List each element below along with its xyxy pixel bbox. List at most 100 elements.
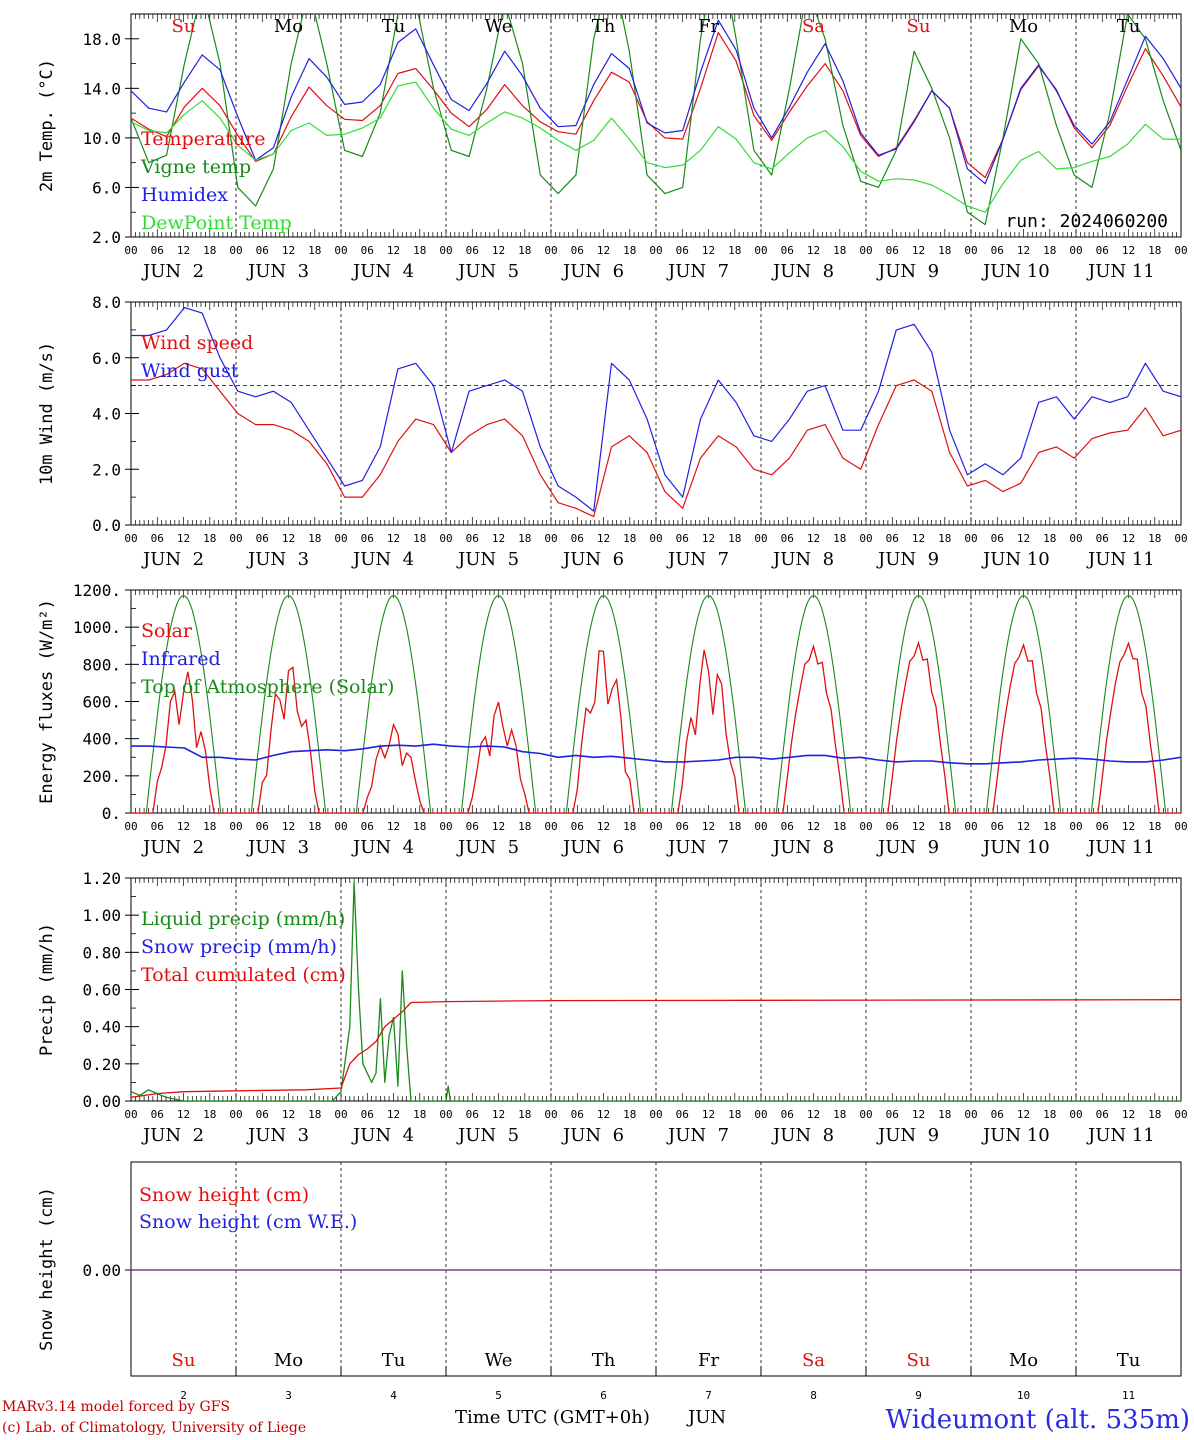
- weekday-label: Su: [907, 1350, 931, 1371]
- model-credit: MARv3.14 model forced by GFS: [2, 1399, 230, 1415]
- hour-tick-label: 18: [833, 820, 846, 833]
- hour-tick-label: 12: [702, 820, 715, 833]
- hour-tick-label: 12: [282, 244, 295, 257]
- hour-tick-label: 12: [1122, 1108, 1135, 1121]
- legend-entry: Wind speed: [141, 332, 253, 354]
- y-tick-label: 10.0: [82, 129, 121, 148]
- y-tick-label: 0.00: [82, 1261, 121, 1280]
- hour-tick-label: 18: [728, 820, 741, 833]
- weekday-label: Tu: [382, 1350, 406, 1371]
- day-number-label: 9: [915, 1389, 922, 1402]
- date-label: JUN 3: [246, 1125, 309, 1146]
- date-label: JUN 10: [981, 837, 1050, 858]
- toa-solar-line: [131, 595, 1181, 813]
- hour-tick-label: 12: [1122, 820, 1135, 833]
- date-label: JUN 11: [1086, 837, 1155, 858]
- y-tick-label: 1.00: [82, 906, 121, 925]
- hour-tick-label: 12: [177, 244, 190, 257]
- hour-tick-label: 06: [781, 244, 794, 257]
- y-tick-label: 2.0: [92, 228, 121, 247]
- hour-tick-label: 12: [702, 532, 715, 545]
- y-tick-label: 0.0: [92, 516, 121, 535]
- hour-tick-label: 18: [518, 1108, 531, 1121]
- hour-tick-label: 18: [938, 244, 951, 257]
- weekday-label: Tu: [382, 16, 406, 37]
- hour-tick-label: 00: [1069, 532, 1082, 545]
- day-number-label: 10: [1017, 1389, 1030, 1402]
- hour-tick-label: 12: [177, 820, 190, 833]
- hour-tick-label: 06: [991, 532, 1004, 545]
- hour-tick-label: 18: [623, 532, 636, 545]
- series-group: [131, 595, 1181, 813]
- y-tick-label: 200.: [82, 767, 121, 786]
- hour-tick-label: 00: [1174, 1108, 1187, 1121]
- day-number-label: 8: [810, 1389, 817, 1402]
- hour-tick-label: 06: [466, 244, 479, 257]
- hour-tick-label: 06: [886, 532, 899, 545]
- hour-tick-label: 00: [754, 244, 767, 257]
- series-group: [131, 881, 1181, 1101]
- hour-tick-label: 00: [439, 244, 452, 257]
- panels: 2.0 6.0 10.0 14.0 18.0 2m Temp. (°C) 00 06 12 18 J…: [37, 13, 1188, 1402]
- hour-tick-label: 06: [1096, 244, 1109, 257]
- hour-tick-label: 00: [1174, 820, 1187, 833]
- legend-entry: Humidex: [141, 184, 228, 206]
- hour-tick-label: 18: [413, 820, 426, 833]
- hour-tick-label: 00: [229, 244, 242, 257]
- hour-tick-label: 18: [1148, 244, 1161, 257]
- plot-frame: [130, 13, 1182, 238]
- legend-entry: Vigne temp: [140, 156, 251, 178]
- hour-tick-label: 00: [964, 244, 977, 257]
- date-label: JUN 6: [561, 549, 624, 570]
- hour-tick-label: 12: [177, 532, 190, 545]
- weekday-label: Fr: [698, 16, 719, 37]
- y-tick-label: 1.20: [82, 869, 121, 888]
- date-label: JUN 11: [1086, 261, 1155, 282]
- y-tick-label: 18.0: [82, 30, 121, 49]
- date-label: JUN 5: [456, 549, 519, 570]
- hour-tick-label: 06: [676, 820, 689, 833]
- hour-tick-label: 00: [334, 532, 347, 545]
- date-label: JUN 4: [351, 1125, 414, 1146]
- date-label: JUN 9: [876, 837, 939, 858]
- y-tick-label: 0.00: [82, 1092, 121, 1111]
- y-tick-label: 600.: [82, 693, 121, 712]
- y-axis-label: Energy fluxes (W/m²): [37, 599, 57, 804]
- date-label: JUN 6: [561, 261, 624, 282]
- energy-panel: 0. 200. 400. 600. 800. 1000. 1200. Energy fluxe…: [37, 581, 1188, 858]
- hour-tick-label: 00: [124, 820, 137, 833]
- date-label: JUN 2: [141, 837, 204, 858]
- hour-ticks: [130, 14, 1182, 237]
- weekday-label: Mo: [274, 1350, 303, 1371]
- hour-tick-label: 06: [466, 1108, 479, 1121]
- date-label: JUN 5: [456, 837, 519, 858]
- hour-tick-label: 12: [1122, 244, 1135, 257]
- date-label: JUN 4: [351, 837, 414, 858]
- y-tick-label: 14.0: [82, 79, 121, 98]
- hour-tick-label: 18: [413, 244, 426, 257]
- hour-tick-label: 18: [308, 1108, 321, 1121]
- hour-tick-label: 18: [203, 820, 216, 833]
- date-label: JUN 10: [981, 261, 1050, 282]
- hour-tick-label: 06: [151, 1108, 164, 1121]
- hour-tick-label: 12: [702, 244, 715, 257]
- hour-tick-label: 00: [334, 244, 347, 257]
- weekday-label: We: [485, 1350, 513, 1371]
- hour-tick-label: 18: [308, 244, 321, 257]
- hour-tick-label: 06: [781, 820, 794, 833]
- date-label: JUN 11: [1086, 549, 1155, 570]
- hour-tick-label: 00: [859, 532, 872, 545]
- hour-tick-label: 06: [571, 244, 584, 257]
- hour-tick-label: 12: [282, 532, 295, 545]
- plot-frame: [130, 301, 1182, 526]
- date-label: JUN 7: [666, 837, 729, 858]
- hour-tick-label: 12: [282, 1108, 295, 1121]
- station-name: Wideumont (alt. 535m): [886, 1405, 1190, 1435]
- day-number-label: 2: [180, 1389, 187, 1402]
- hour-tick-label: 18: [728, 1108, 741, 1121]
- y-tick-label: 400.: [82, 730, 121, 749]
- hour-tick-label: 00: [439, 820, 452, 833]
- date-label: JUN 9: [876, 549, 939, 570]
- plot-frame: [130, 589, 1182, 814]
- weekday-label: Mo: [1009, 16, 1038, 37]
